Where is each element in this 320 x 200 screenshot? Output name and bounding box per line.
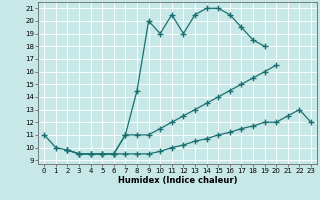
X-axis label: Humidex (Indice chaleur): Humidex (Indice chaleur) <box>118 176 237 185</box>
